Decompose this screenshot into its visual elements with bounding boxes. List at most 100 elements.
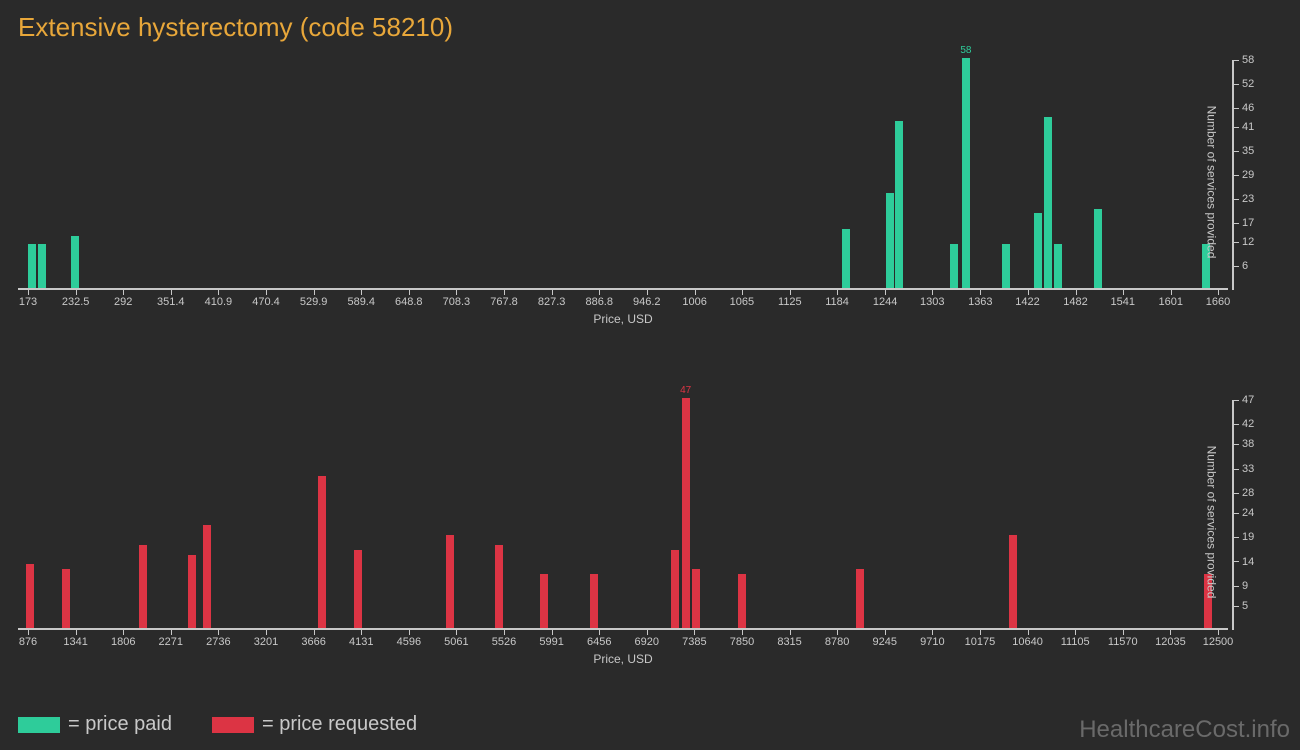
x-tick-label: 12035	[1155, 636, 1186, 648]
x-ticks-requested: 8761341180622712736320136664131459650615…	[18, 634, 1228, 654]
bar	[38, 244, 46, 288]
x-tick-label: 1660	[1206, 296, 1230, 308]
bar	[203, 525, 211, 628]
bar	[886, 193, 894, 288]
legend-swatch	[212, 717, 254, 733]
bar	[354, 550, 362, 628]
chart-price-paid: 58 173232.5292351.4410.9470.4529.9589.46…	[18, 60, 1228, 320]
bar	[842, 229, 850, 288]
y-tick-label: 52	[1242, 78, 1254, 90]
y-tick-label: 47	[1242, 394, 1254, 406]
bar	[71, 236, 79, 288]
bar	[188, 555, 196, 628]
x-tick-label: 7850	[730, 636, 754, 648]
x-tick-label: 232.5	[62, 296, 90, 308]
bar	[139, 545, 147, 628]
y-tick-label: 29	[1242, 169, 1254, 181]
bar	[895, 121, 903, 288]
x-tick-label: 4596	[397, 636, 421, 648]
plot-area-paid: 58	[18, 60, 1228, 290]
x-tick-label: 470.4	[252, 296, 280, 308]
x-tick-label: 1806	[111, 636, 135, 648]
x-tick-label: 1303	[920, 296, 944, 308]
x-tick-label: 1065	[730, 296, 754, 308]
bar	[1002, 244, 1010, 288]
x-tick-label: 4131	[349, 636, 373, 648]
x-tick-label: 11570	[1108, 636, 1138, 648]
bar	[446, 535, 454, 628]
x-tick-label: 946.2	[633, 296, 661, 308]
x-tick-label: 8780	[825, 636, 849, 648]
plot-area-requested: 47	[18, 400, 1228, 630]
x-tick-label: 876	[19, 636, 37, 648]
y-tick-label: 19	[1242, 531, 1254, 543]
y-tick-label: 12	[1242, 236, 1254, 248]
x-tick-label: 8315	[777, 636, 801, 648]
x-ticks-paid: 173232.5292351.4410.9470.4529.9589.4648.…	[18, 294, 1228, 314]
x-tick-label: 5061	[444, 636, 468, 648]
x-tick-label: 2271	[159, 636, 183, 648]
chart-price-requested: 47 8761341180622712736320136664131459650…	[18, 400, 1228, 660]
y-axis-label-requested: Number of services provided	[1205, 446, 1219, 599]
bar-value-label: 58	[960, 45, 971, 56]
x-tick-label: 529.9	[300, 296, 328, 308]
x-tick-label: 886.8	[585, 296, 613, 308]
bar	[1009, 535, 1017, 628]
bar: 47	[682, 398, 690, 628]
x-tick-label: 1006	[682, 296, 706, 308]
bar	[62, 569, 70, 628]
bar	[1094, 209, 1102, 288]
x-tick-label: 292	[114, 296, 132, 308]
bar	[1054, 244, 1062, 288]
y-tick-label: 58	[1242, 54, 1254, 66]
bar	[738, 574, 746, 628]
x-tick-label: 1125	[778, 296, 802, 308]
y-tick-label: 41	[1242, 121, 1254, 133]
x-axis-label-requested: Price, USD	[18, 652, 1228, 666]
bar	[318, 476, 326, 628]
x-tick-label: 3201	[254, 636, 278, 648]
legend-swatch	[18, 717, 60, 733]
y-tick-label: 46	[1242, 102, 1254, 114]
bar: 58	[962, 58, 970, 288]
y-tick-label: 5	[1242, 600, 1248, 612]
x-tick-label: 708.3	[443, 296, 471, 308]
bar	[28, 244, 36, 288]
bar	[856, 569, 864, 628]
y-tick-label: 33	[1242, 463, 1254, 475]
y-tick-label: 38	[1242, 438, 1254, 450]
x-tick-label: 3666	[301, 636, 325, 648]
x-tick-label: 6920	[635, 636, 659, 648]
x-tick-label: 1341	[63, 636, 87, 648]
x-tick-label: 173	[19, 296, 37, 308]
y-tick-label: 6	[1242, 260, 1248, 272]
page-title: Extensive hysterectomy (code 58210)	[0, 0, 1300, 43]
x-tick-label: 1541	[1111, 296, 1135, 308]
legend-label: = price requested	[262, 713, 417, 736]
y-tick-label: 23	[1242, 193, 1254, 205]
x-tick-label: 589.4	[347, 296, 375, 308]
x-tick-label: 351.4	[157, 296, 185, 308]
bar	[495, 545, 503, 628]
legend-item: = price requested	[212, 713, 417, 736]
y-tick-label: 9	[1242, 580, 1248, 592]
bar-value-label: 47	[680, 385, 691, 396]
watermark: HealthcareCost.info	[1079, 716, 1290, 744]
x-tick-label: 7385	[682, 636, 706, 648]
bar	[692, 569, 700, 628]
y-tick-label: 14	[1242, 556, 1254, 568]
x-tick-label: 10640	[1012, 636, 1043, 648]
y-axis-label-paid: Number of services provided	[1205, 106, 1219, 259]
x-tick-label: 1363	[968, 296, 992, 308]
legend-label: = price paid	[68, 713, 172, 736]
x-tick-label: 12500	[1203, 636, 1234, 648]
y-tick-label: 42	[1242, 418, 1254, 430]
x-tick-label: 9710	[920, 636, 944, 648]
x-tick-label: 5526	[492, 636, 516, 648]
y-tick-label: 17	[1242, 217, 1254, 229]
x-axis-label-paid: Price, USD	[18, 312, 1228, 326]
x-tick-label: 1482	[1063, 296, 1087, 308]
x-tick-label: 5991	[539, 636, 563, 648]
x-tick-label: 11105	[1061, 636, 1090, 648]
bar	[26, 564, 34, 628]
